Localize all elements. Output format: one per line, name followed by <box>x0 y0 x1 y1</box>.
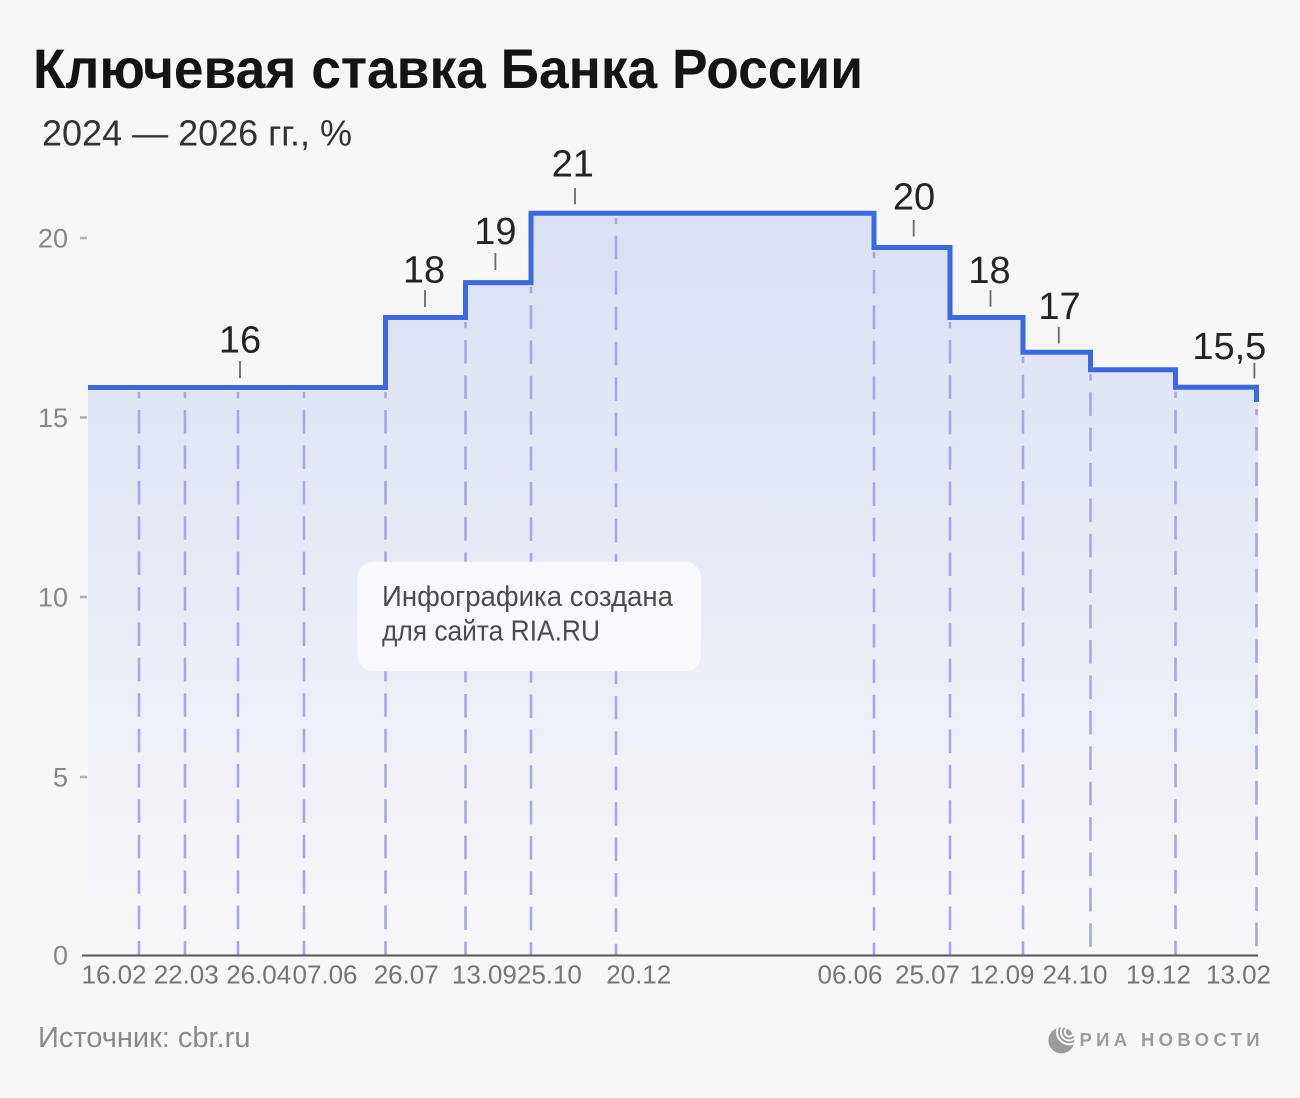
svg-text:24.10: 24.10 <box>1043 960 1108 990</box>
svg-text:19.12: 19.12 <box>1126 960 1191 990</box>
svg-text:Источник: cbr.ru: Источник: cbr.ru <box>38 1022 250 1054</box>
svg-text:26.04: 26.04 <box>226 960 291 990</box>
svg-text:0: 0 <box>53 941 68 971</box>
svg-text:16: 16 <box>219 319 261 361</box>
svg-text:18: 18 <box>403 250 445 292</box>
svg-text:5: 5 <box>53 763 68 793</box>
svg-text:25.10: 25.10 <box>517 960 582 990</box>
svg-text:06.06: 06.06 <box>818 960 883 990</box>
svg-text:25.07: 25.07 <box>895 960 960 990</box>
svg-text:12.09: 12.09 <box>970 960 1035 990</box>
svg-text:РИА НОВОСТИ: РИА НОВОСТИ <box>1080 1029 1260 1050</box>
svg-text:19: 19 <box>474 211 516 253</box>
svg-text:26.07: 26.07 <box>374 960 439 990</box>
svg-text:Инфографика создана: Инфографика создана <box>382 581 673 613</box>
svg-text:10: 10 <box>38 583 68 613</box>
svg-text:20: 20 <box>893 177 935 219</box>
svg-text:15,5: 15,5 <box>1192 326 1266 368</box>
svg-text:13.02: 13.02 <box>1206 960 1271 990</box>
svg-text:22.03: 22.03 <box>154 960 219 990</box>
svg-text:21: 21 <box>552 144 594 186</box>
svg-text:07.06: 07.06 <box>293 960 358 990</box>
svg-text:18: 18 <box>968 250 1010 292</box>
svg-text:13.09: 13.09 <box>452 960 517 990</box>
svg-text:для сайта RIA.RU: для сайта RIA.RU <box>382 616 600 648</box>
svg-text:2024 — 2026 гг., %: 2024 — 2026 гг., % <box>42 112 352 153</box>
svg-text:16.02: 16.02 <box>82 960 147 990</box>
svg-text:17: 17 <box>1038 286 1080 328</box>
svg-text:Ключевая ставка Банка России: Ключевая ставка Банка России <box>33 37 863 100</box>
svg-text:20.12: 20.12 <box>606 960 671 990</box>
svg-text:20: 20 <box>38 224 68 254</box>
svg-text:15: 15 <box>38 403 68 433</box>
